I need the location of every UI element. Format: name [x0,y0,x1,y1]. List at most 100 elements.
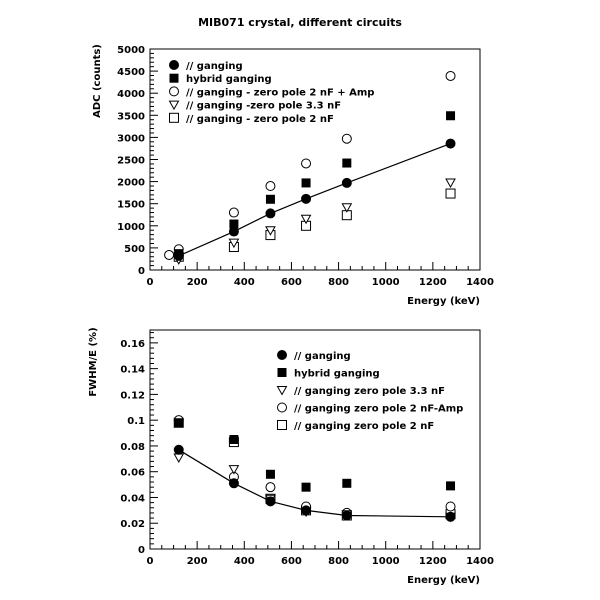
y-tick-label: 5000 [117,45,145,56]
data-point [342,158,352,168]
x-tick-label: 1400 [466,556,494,567]
legend-marker [169,86,179,97]
x-tick-label: 1400 [466,277,494,288]
legend-marker [168,100,180,111]
fit-line-ganging [178,449,451,518]
x-tick-label: 1200 [419,556,447,567]
data-point [173,453,185,464]
data-point [173,250,184,261]
x-tick-label: 600 [281,277,302,288]
data-point [265,208,276,219]
x-tick-label: 800 [328,277,349,288]
data-point [445,501,456,512]
y-tick-label: 0.06 [120,468,145,479]
legend-label: // ganging zero pole 2 nF [294,421,434,432]
x-tick-label: 600 [281,556,302,567]
data-point [228,207,239,218]
legend-label: hybrid ganging [294,369,380,380]
data-point [341,203,353,213]
legend-label: // ganging - zero pole 2 nF [186,114,334,125]
legend-marker [277,402,287,413]
data-point [265,181,276,192]
data-point [228,238,240,249]
x-axis-label: Energy (keV) [407,296,480,307]
y-tick-label: 4000 [117,89,145,100]
legend-marker [169,60,179,70]
data-point [445,70,456,81]
y-axis-label: FWHM/E (%) [88,327,99,396]
x-tick-label: 1000 [372,556,400,567]
legend-marker [276,386,288,396]
data-point [265,469,275,479]
data-point [228,478,239,489]
legend-marker [169,73,179,83]
legend: // ganging hybrid ganging // ganging zero … [276,350,463,432]
data-point [229,219,239,229]
data-point [265,482,276,493]
x-tick-label: 800 [328,556,349,567]
x-tick-label: 400 [234,556,255,567]
legend-label: hybrid ganging [186,74,272,85]
data-point [446,481,456,491]
data-point [341,177,352,188]
y-tick-label: 0.04 [120,493,145,504]
series-ganging-zero-pole-2-nf [173,188,456,262]
x-tick-label: 1000 [372,277,400,288]
data-point [300,214,312,225]
fit-line-ganging [178,143,451,257]
legend-marker [277,368,287,377]
data-point [301,178,311,188]
y-tick-label: 0 [138,266,145,277]
legend-label: // ganging - zero pole 2 nF + Amp [186,87,374,98]
data-point [265,226,276,236]
series-ganging-zero-pole-3-3-nf [173,178,456,265]
y-tick-label: 0.14 [120,365,145,376]
data-point [445,511,456,522]
data-point [341,510,352,521]
legend-marker [277,420,287,430]
adc-plot: 0 200 400 600 800 1000 1200 1400 0 500 1000 1500 200… [92,44,494,307]
y-tick-label: 2500 [117,156,145,167]
y-tick-label: 1500 [117,200,145,211]
y-tick-label: 0 [138,545,145,556]
data-point [174,418,184,428]
x-tick-label: 200 [187,277,208,288]
data-point [341,133,352,144]
y-tick-label: 3500 [117,111,145,122]
data-point [164,249,175,260]
data-point [301,193,312,204]
data-point [265,496,276,507]
data-point [301,505,312,516]
y-tick-label: 500 [124,244,145,255]
data-point [228,226,239,237]
y-axis-label: ADC (counts) [92,44,103,118]
legend-label: // ganging zero pole 2 nF-Amp [294,404,463,415]
data-point [228,465,240,475]
data-point [301,482,311,492]
x-tick-label: 0 [147,277,154,288]
y-tick-label: 2000 [117,178,145,189]
x-axis-label: Energy (keV) [407,575,480,586]
data-point [229,435,239,444]
y-tick-label: 3000 [117,133,145,144]
x-tick-label: 400 [234,277,255,288]
x-tick-label: 0 [147,556,154,567]
legend-label: // ganging -zero pole 3.3 nF [186,101,341,112]
legend-label: // ganging [294,351,351,362]
legend-marker [277,350,287,360]
data-point [342,478,352,488]
y-tick-label: 0.16 [120,339,145,350]
data-point [173,444,184,455]
x-tick-label: 200 [187,556,208,567]
legend-label: // ganging zero pole 3.3 nF [294,386,445,397]
data-point [446,111,456,121]
legend-label: // ganging [186,61,243,72]
x-tick-label: 1200 [419,277,447,288]
data-point [445,178,456,189]
series-ganging [173,138,456,261]
y-tick-label: 4500 [117,67,145,78]
data-point [445,138,456,149]
data-point [265,194,275,204]
y-tick-label: 0.1 [127,416,145,427]
